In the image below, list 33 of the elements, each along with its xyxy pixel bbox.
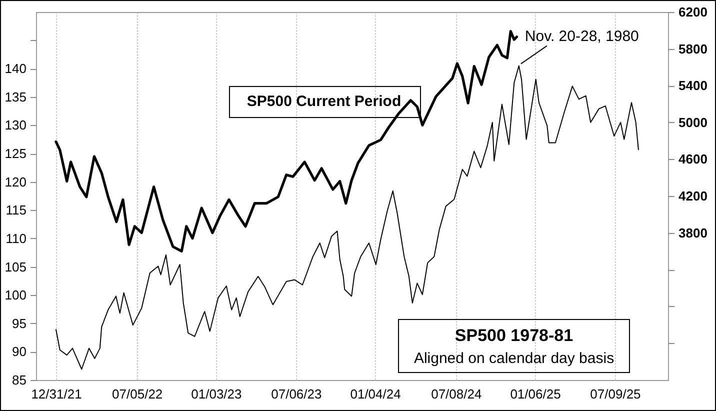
x-tick-label: 07/09/25: [590, 386, 641, 402]
y-tick-label: 125: [4, 146, 26, 162]
annotation: Aligned on calendar day basis: [414, 350, 614, 367]
y-tick-label: 100: [4, 288, 26, 303]
series-label: SP500 Current Period: [246, 93, 402, 110]
y2-tick-label: 3800: [678, 225, 708, 240]
line-series: [54, 30, 518, 252]
y2-tick-label: 5800: [678, 41, 708, 56]
y-tick-label: 105: [4, 259, 26, 274]
y2-tick-label: 5400: [678, 78, 708, 94]
x-tick-label: 07/05/22: [112, 386, 163, 402]
annotation: Nov. 20-28, 1980: [524, 28, 639, 45]
y-tick-label: 130: [4, 118, 26, 133]
y-tick-label: 140: [4, 61, 26, 76]
y-tick-label: 115: [6, 202, 26, 218]
y2-tick-label: 5000: [678, 114, 708, 130]
y-tick-label: 95: [12, 316, 26, 331]
y-tick-label: 135: [4, 89, 26, 104]
y2-tick-label: 6200: [678, 4, 708, 20]
x-tick-label: 01/06/25: [510, 386, 561, 402]
y-tick-label: 110: [6, 230, 26, 246]
x-tick-label: 01/03/23: [191, 386, 242, 402]
x-tick-label: 12/31/21: [31, 386, 82, 402]
text: SP500 1978-81: [454, 326, 574, 345]
y-tick-label: 120: [4, 174, 26, 190]
x-tick-label: 07/06/23: [271, 386, 322, 402]
x-tick-label: 01/04/24: [350, 386, 401, 402]
y2-tick-label: 4200: [678, 188, 708, 204]
y2-tick-label: 4600: [678, 152, 708, 167]
x-tick-label: 07/08/24: [431, 386, 482, 402]
y-tick-label: 90: [12, 344, 26, 360]
y-tick-label: 85: [12, 372, 26, 388]
line-series: [55, 65, 639, 370]
